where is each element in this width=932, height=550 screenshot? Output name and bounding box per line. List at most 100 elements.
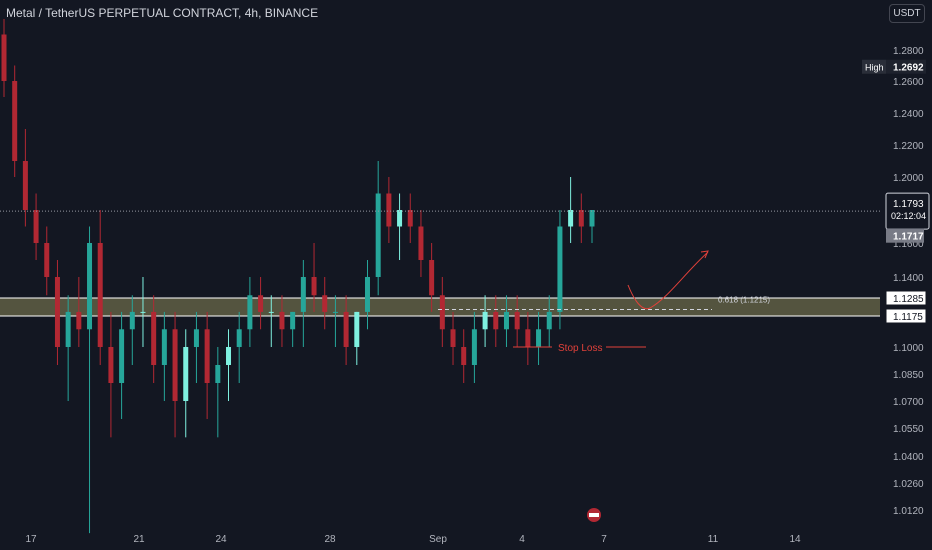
y-tick-label: 1.2600 [893, 77, 924, 88]
prev-close-label: 1.1717 [893, 232, 924, 243]
candle-body [268, 311, 274, 313]
candle-body [12, 81, 18, 161]
candle [514, 295, 520, 347]
candle-body [386, 193, 392, 227]
candle-body [311, 277, 317, 296]
candle [429, 243, 435, 312]
candle [557, 210, 563, 330]
chart-title: Metal / TetherUS PERPETUAL CONTRACT, 4h,… [6, 6, 319, 20]
fib-label: 0.618 (1.1215) [718, 295, 770, 304]
candle-body [236, 329, 242, 347]
candle-body [33, 210, 39, 243]
candle [161, 311, 167, 401]
candle-body [300, 277, 306, 312]
event-flag-stripe [589, 513, 599, 517]
x-tick-label: 4 [519, 534, 525, 545]
candle [268, 295, 274, 347]
candle-body [140, 311, 146, 313]
candle [12, 65, 18, 177]
candle [461, 329, 467, 383]
candle [589, 210, 595, 243]
candle [151, 295, 157, 383]
candle [236, 311, 242, 383]
candle-body [354, 311, 360, 347]
last-price-label: 1.1793 [893, 199, 924, 210]
candle-body [1, 34, 7, 81]
candle-body [22, 161, 28, 210]
countdown-label: 02:12:04 [891, 211, 926, 221]
candle-body [429, 260, 435, 296]
candle-body [183, 347, 189, 401]
candle-body [482, 311, 488, 330]
currency-button[interactable]: USDT [889, 4, 925, 23]
candle [482, 295, 488, 347]
candle-body [471, 329, 477, 365]
candle [332, 295, 338, 347]
candle-body [129, 311, 135, 330]
candle [215, 347, 221, 438]
candle [354, 311, 360, 365]
candle [375, 161, 381, 296]
candle-body [568, 210, 574, 227]
candle-body [343, 311, 349, 347]
candle-body [258, 295, 264, 312]
candle-body [172, 329, 178, 401]
x-tick-label: 21 [133, 534, 145, 545]
candle-body [193, 329, 199, 347]
candle [183, 329, 189, 438]
candle-body [439, 295, 445, 330]
candle [119, 311, 125, 419]
annotations-layer: 0.618 (1.1215) Stop Loss [0, 210, 880, 522]
candle [322, 277, 328, 330]
candle [279, 295, 285, 347]
candle [54, 260, 60, 365]
candles-layer [1, 19, 595, 534]
candle-body [226, 347, 232, 365]
candle [129, 295, 135, 365]
stop-loss-label: Stop Loss [558, 343, 602, 354]
candle-body [589, 210, 595, 227]
candle-body [215, 365, 221, 383]
candle [536, 311, 542, 365]
candle [44, 226, 50, 296]
candle-body [450, 329, 456, 347]
zone-bottom-label: 1.1175 [893, 312, 923, 323]
prev-close-box [886, 228, 924, 243]
candle-body [108, 347, 114, 383]
candle-body [247, 295, 253, 330]
candle [439, 277, 445, 347]
candle-body [514, 311, 520, 330]
candle [258, 277, 264, 330]
y-tick-label: 1.0700 [893, 397, 924, 408]
candle [546, 295, 552, 347]
candle-body [87, 243, 93, 330]
y-tick-label: 1.2800 [893, 46, 924, 57]
candle [364, 260, 370, 330]
candle [76, 277, 82, 347]
candle-body [461, 347, 467, 365]
y-tick-label: 1.1000 [893, 343, 924, 354]
candle [397, 193, 403, 260]
candle [471, 311, 477, 383]
y-tick-label: 1.1600 [893, 239, 924, 250]
candle [97, 210, 103, 365]
price-axis-bg [880, 0, 932, 550]
candle-body [161, 329, 167, 365]
candle-body [76, 311, 82, 330]
candle [1, 19, 7, 97]
candle [503, 295, 509, 347]
candle [226, 329, 232, 401]
zone-top-label-box [885, 290, 927, 306]
candle [493, 295, 499, 347]
event-flag-icon [587, 508, 601, 522]
projection-arrow-head [700, 250, 709, 259]
x-tick-label: Sep [429, 534, 447, 545]
x-tick-label: 24 [215, 534, 227, 545]
candle-body [525, 329, 531, 347]
candle-body [546, 311, 552, 330]
candle [300, 260, 306, 347]
candle [578, 193, 584, 243]
candle-body [418, 226, 424, 260]
candle-body [578, 210, 584, 227]
